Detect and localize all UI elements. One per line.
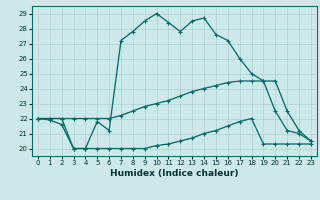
X-axis label: Humidex (Indice chaleur): Humidex (Indice chaleur) (110, 169, 239, 178)
